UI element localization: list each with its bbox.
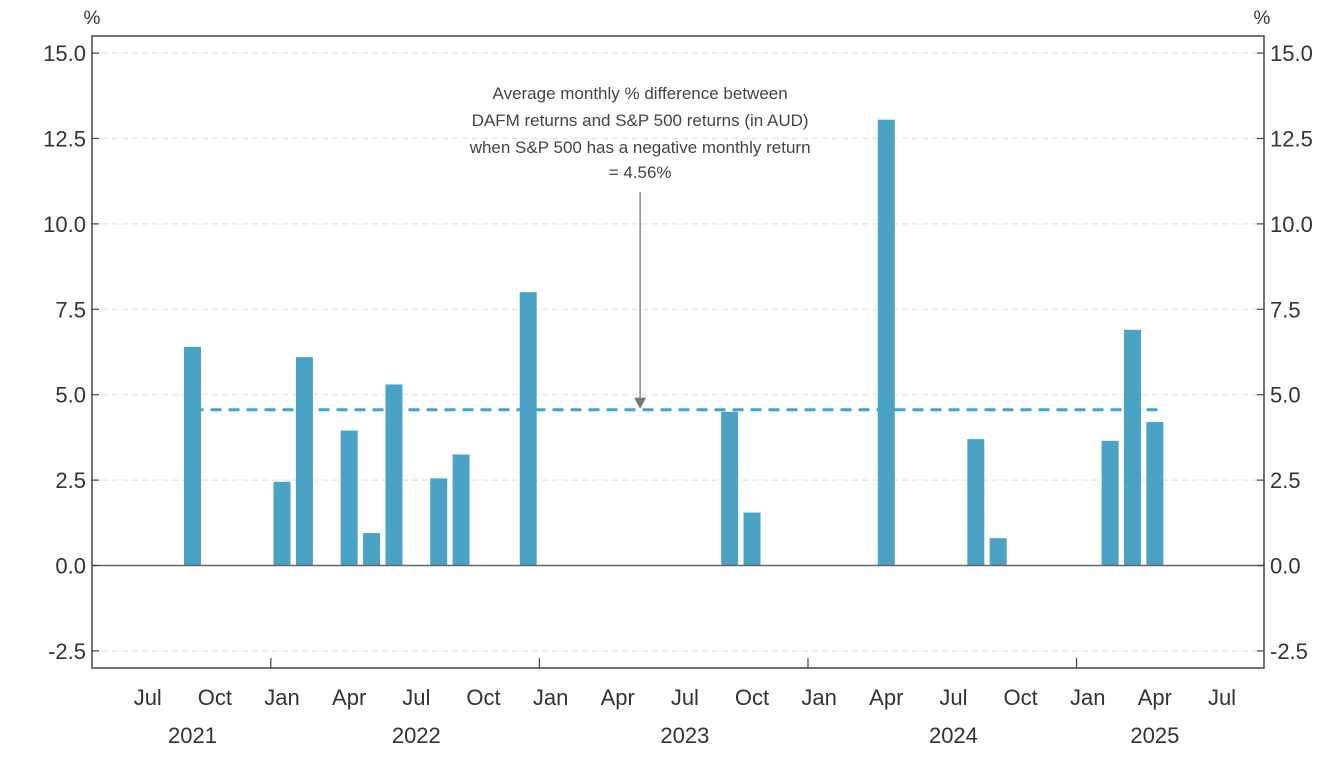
x-tick-label: Oct: [1003, 685, 1037, 710]
x-tick-label: Oct: [735, 685, 769, 710]
annotation: Average monthly % difference between DAFM…: [469, 84, 811, 409]
annotation-text: = 4.56%: [609, 163, 672, 182]
x-tick-label: Jul: [671, 685, 699, 710]
bar: [721, 411, 739, 566]
x-year-label: 2023: [660, 723, 709, 748]
x-tick-label: Jul: [1208, 685, 1236, 710]
bar: [452, 454, 470, 566]
x-year-label: 2024: [929, 723, 978, 748]
bar: [967, 439, 985, 566]
x-tick-label: Jan: [533, 685, 568, 710]
bar: [385, 384, 403, 566]
y-tick-label-right: 15.0: [1270, 41, 1313, 66]
frame: [91, 35, 1265, 669]
x-year-label: 2022: [392, 723, 441, 748]
y-tick-label-right: 0.0: [1270, 554, 1301, 579]
x-tick-label: Oct: [466, 685, 500, 710]
y-tick-label-right: 5.0: [1270, 383, 1301, 408]
y-tick-label-left: 0.0: [55, 554, 86, 579]
annotation-arrowhead: [634, 397, 647, 409]
y-tick-labels: 15.0 15.0 12.5 12.5 10.0 10.0 7.5 7.5 5.0 5.0 2.5 2…: [43, 41, 1313, 664]
y-tick-label-left: 12.5: [43, 126, 86, 151]
bars: [92, 119, 1264, 567]
bar: [184, 346, 202, 566]
y-tick-label-right: 10.0: [1270, 212, 1313, 237]
plot-area: [92, 36, 1264, 668]
x-tick-label: Apr: [601, 685, 635, 710]
annotation-text: Average monthly % difference between: [493, 84, 788, 103]
x-tick-label: Jul: [402, 685, 430, 710]
y-tick-label-right: 7.5: [1270, 297, 1301, 322]
y-tick-label-left: 5.0: [55, 383, 86, 408]
x-tick-labels: Jul Oct Jan Apr Jul Oct Jan Apr Jul Oct Jan Apr Jul O…: [134, 685, 1236, 748]
y-tick-label-left: 10.0: [43, 212, 86, 237]
gridlines: [92, 52, 1264, 652]
x-tick-label: Jan: [1070, 685, 1105, 710]
bar: [1101, 440, 1119, 566]
bar: [519, 292, 537, 566]
x-tick-label: Apr: [1138, 685, 1172, 710]
x-year-label: 2025: [1130, 723, 1179, 748]
annotation-text: DAFM returns and S&P 500 returns (in AUD…: [472, 111, 809, 130]
x-year-label: 2021: [168, 723, 217, 748]
y-unit-right: %: [1254, 8, 1271, 29]
x-tick-label: Jul: [134, 685, 162, 710]
y-tick-label-right: -2.5: [1270, 639, 1308, 664]
plot-frame: [91, 35, 1265, 669]
bar: [273, 481, 291, 566]
y-tick-label-left: 15.0: [43, 41, 86, 66]
bar: [989, 538, 1007, 566]
bar: [340, 430, 358, 566]
bar: [363, 533, 381, 566]
y-tick-label-left: 7.5: [55, 297, 86, 322]
x-tick-label: Jan: [264, 685, 299, 710]
x-tick-label: Jan: [801, 685, 836, 710]
bar: [877, 119, 895, 566]
bar: [430, 478, 448, 566]
x-tick-label: Apr: [869, 685, 903, 710]
bar: [295, 357, 313, 566]
y-tick-label-right: 12.5: [1270, 126, 1313, 151]
y-unit-left: %: [84, 8, 101, 29]
x-tick-label: Oct: [198, 685, 232, 710]
y-tick-label-left: 2.5: [55, 468, 86, 493]
unit-labels: %%: [84, 8, 1271, 29]
bar: [743, 512, 761, 566]
bar: [1146, 422, 1164, 566]
y-tick-label-left: -2.5: [48, 639, 86, 664]
bar: [1123, 329, 1141, 566]
y-tick-label-right: 2.5: [1270, 468, 1301, 493]
annotation-text: when S&P 500 has a negative monthly retu…: [469, 138, 811, 157]
x-tick-label: Jul: [939, 685, 967, 710]
x-tick-label: Apr: [332, 685, 366, 710]
